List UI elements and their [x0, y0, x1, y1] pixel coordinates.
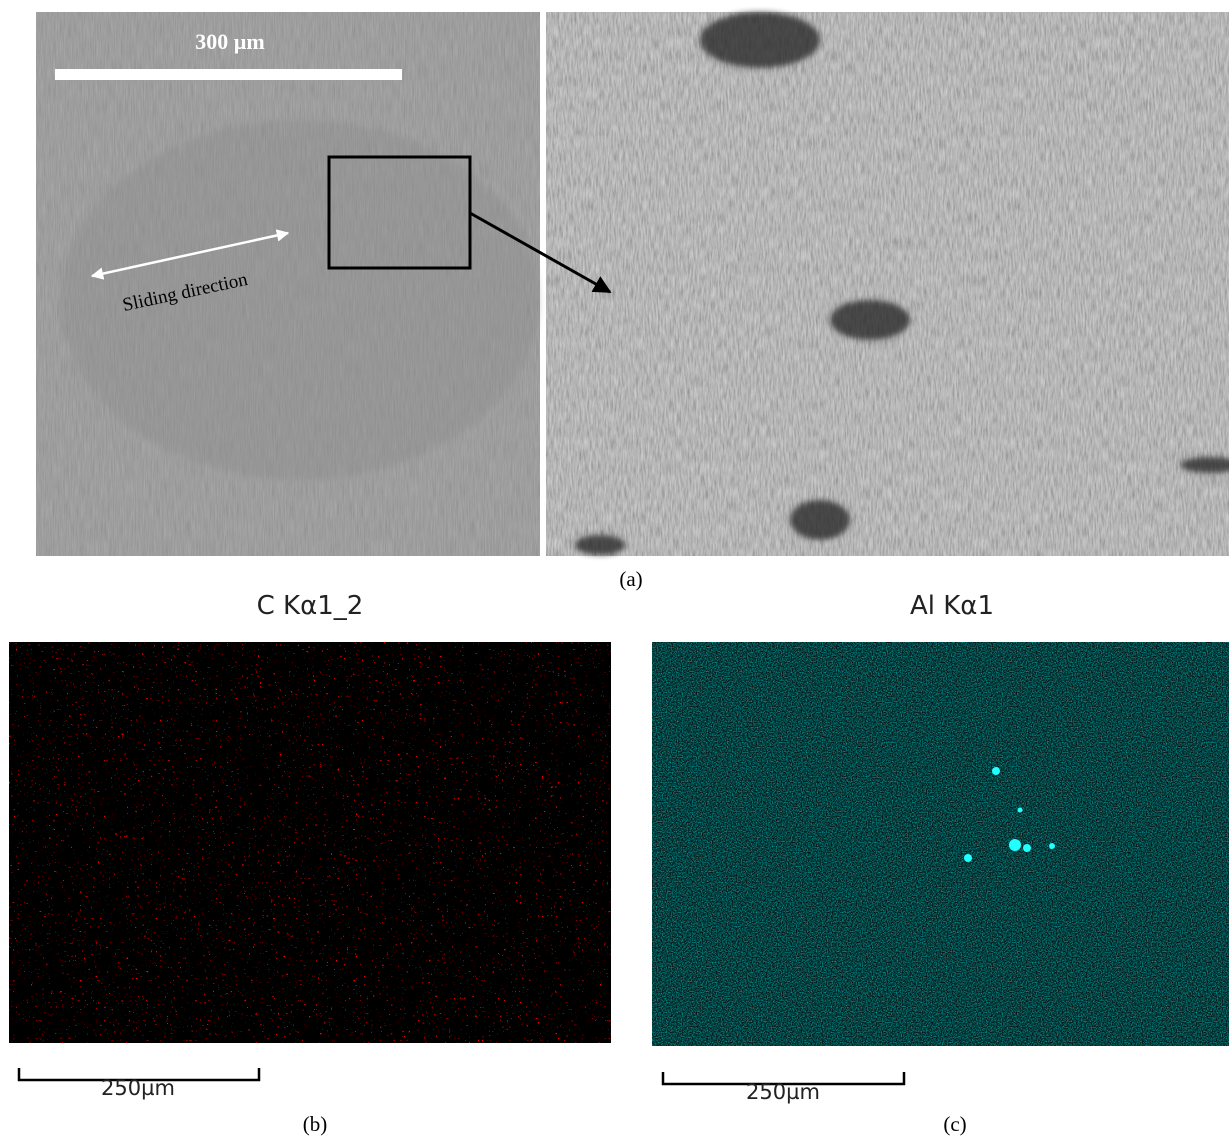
sem-texture: [546, 12, 1229, 556]
scale-bar: [55, 69, 402, 80]
caption: (b): [303, 1112, 328, 1136]
page: {"panel_a": {"scale_bar_label": "300 µm"…: [0, 0, 1229, 1139]
caption: (a): [619, 567, 642, 591]
scale-bar-label: 300 µm: [195, 29, 265, 54]
caption: (c): [943, 1112, 966, 1136]
scale-bar-label: 250µm: [746, 1080, 820, 1104]
eds-signal: [652, 642, 1229, 1046]
figure: 300 µm Sliding direction (a) C Kα1_2 250…: [0, 0, 1229, 1139]
scale-bar-label: 250µm: [101, 1076, 175, 1100]
map-title: Al Kα1: [910, 591, 994, 621]
eds-signal: [9, 642, 611, 1043]
map-title: C Kα1_2: [257, 591, 364, 621]
